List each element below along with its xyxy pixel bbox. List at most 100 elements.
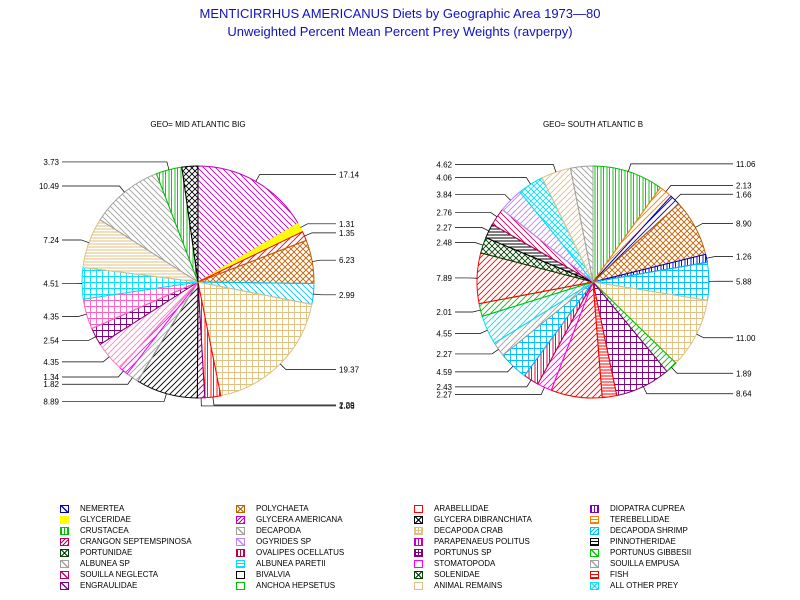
legend-swatch <box>60 505 69 513</box>
slice-value-label: 4.35 <box>43 312 59 321</box>
leader-line <box>200 397 336 407</box>
leader-line <box>62 161 170 170</box>
legend-swatch <box>60 516 69 524</box>
leader-line <box>455 379 532 388</box>
legend-swatch <box>414 538 423 546</box>
legend-swatch <box>60 582 69 590</box>
slice-value-label: 2.99 <box>339 291 355 300</box>
legend-label: DECAPODA CRAB <box>434 526 503 535</box>
slice-value-label: 8.90 <box>736 220 752 229</box>
leader-line <box>674 193 733 201</box>
leader-line <box>62 185 125 193</box>
leader-line <box>313 293 336 296</box>
slice-value-label: 4.59 <box>436 368 452 377</box>
legend-swatch <box>590 571 599 579</box>
slice-value-label: 5.88 <box>736 277 752 286</box>
legend-swatch <box>60 571 69 579</box>
leader-line <box>643 386 733 395</box>
leader-line <box>62 377 133 385</box>
legend-label: DECAPODA SHRIMP <box>610 526 688 535</box>
pie-2: GEO= SOUTH ATLANTIC B 11.06 2.131.66 8.90 1.… <box>436 120 756 400</box>
legend-swatch <box>590 560 599 568</box>
legend-label: CRANGON SEPTEMSPINOSA <box>80 537 192 546</box>
leader-line <box>255 174 336 182</box>
legend-swatch <box>414 549 423 557</box>
slice-value-label: 7.89 <box>436 274 452 283</box>
legend-swatch <box>60 560 69 568</box>
legend-label: NEMERTEA <box>80 504 125 513</box>
leader-line <box>455 349 499 355</box>
leader-line <box>62 313 87 317</box>
leader-line <box>628 163 733 172</box>
legend-label: PARAPENAEUS POLITUS <box>434 537 530 546</box>
legend-label: STOMATOPODA <box>434 559 496 568</box>
leader-line <box>671 367 733 374</box>
legend-swatch <box>60 538 69 546</box>
leader-line <box>455 211 498 218</box>
legend-swatch <box>414 505 423 513</box>
legend-swatch <box>414 516 423 524</box>
pie-1: GEO= MID ATLANTIC BIG 17.14 1.311.35 6.23 2.… <box>39 120 360 411</box>
slice-value-label: 4.62 <box>436 161 452 170</box>
slice-value-label: 1.26 <box>736 253 752 262</box>
legend-label: BIVALVIA <box>256 570 291 579</box>
legend-swatch <box>590 582 599 590</box>
legend-label: SOUILLA EMPUSA <box>610 559 680 568</box>
slice-value-label: 17.14 <box>339 170 360 179</box>
pie-slice <box>592 165 662 284</box>
legend-label: TEREBELLIDAE <box>610 515 670 524</box>
leader-line <box>62 239 89 244</box>
leader-line <box>695 223 733 228</box>
legend-swatch <box>236 505 245 513</box>
leader-line <box>312 259 336 262</box>
leader-line <box>62 393 167 402</box>
legend-swatch <box>590 516 599 524</box>
leader-line <box>665 185 733 192</box>
legend-label: ANCHOA HEPSETUS <box>256 581 336 590</box>
slice-value-label: 4.06 <box>436 173 452 182</box>
leader-line <box>304 232 336 237</box>
legend-swatch <box>590 527 599 535</box>
slice-value-label: 7.24 <box>43 236 59 245</box>
pie-slice <box>197 165 299 283</box>
legend-swatch <box>236 527 245 535</box>
legend-label: PORTUNIDAE <box>80 548 133 557</box>
leader-line <box>300 223 336 228</box>
legend-label: ALBUNEA PARETII <box>256 559 326 568</box>
legend-label: GLYCERA DIBRANCHIATA <box>434 515 532 524</box>
slice-value-label: 2.13 <box>736 181 752 190</box>
legend-label: PORTUNUS SP <box>434 548 492 557</box>
legend-swatch <box>414 571 423 579</box>
legend-swatch <box>590 505 599 513</box>
legend-swatch <box>414 527 423 535</box>
slice-value-label: 19.37 <box>339 366 360 375</box>
leader-line <box>696 333 733 339</box>
slice-value-label: 3.73 <box>43 158 59 167</box>
slice-value-label: 11.00 <box>736 334 756 343</box>
slice-value-label: 2.27 <box>436 391 452 400</box>
legend-swatch <box>236 560 245 568</box>
leader-line <box>62 356 110 363</box>
pie-slice <box>197 281 313 397</box>
slice-value-label: 10.49 <box>39 182 60 191</box>
slice-value-label: 2.76 <box>436 208 452 217</box>
legend-label: GLYCERIDAE <box>80 515 131 524</box>
leader-line <box>279 363 336 370</box>
slice-value-label: 4.51 <box>43 279 59 288</box>
leader-line <box>455 242 484 246</box>
leader-line <box>455 387 545 395</box>
slice-value-label: 11.06 <box>736 160 756 169</box>
legend-swatch <box>590 549 599 557</box>
slice-value-label: 1.89 <box>736 369 752 378</box>
legend-label: ENGRAULIDAE <box>80 581 138 590</box>
legend-swatch <box>60 549 69 557</box>
legend-swatch <box>590 538 599 546</box>
leader-line <box>455 309 481 313</box>
legend-label: FISH <box>610 570 629 579</box>
leader-line <box>706 256 733 259</box>
slice-value-label: 4.35 <box>43 358 59 367</box>
slice-value-label: 1.06 <box>339 402 355 411</box>
pie-title: GEO= MID ATLANTIC BIG <box>150 120 245 129</box>
slice-value-label: 2.48 <box>436 239 452 248</box>
